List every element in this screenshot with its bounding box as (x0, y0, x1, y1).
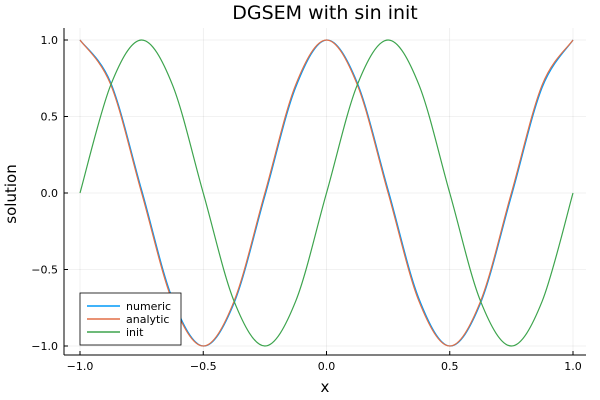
x-tick-label: 0.0 (318, 360, 336, 373)
series-lines (79, 39, 574, 347)
series-line-analytic (79, 39, 574, 347)
x-tick-label: −0.5 (190, 360, 217, 373)
x-axis-title: x (321, 378, 330, 396)
y-tick-label: −0.5 (31, 264, 58, 277)
axes (63, 28, 586, 356)
chart-title: DGSEM with sin init (232, 2, 418, 24)
x-tick-label: 1.0 (564, 360, 582, 373)
y-tick-label: 1.0 (41, 34, 59, 47)
y-axis-title: solution (2, 164, 20, 223)
x-tick-label: 0.5 (441, 360, 459, 373)
series-line-init (79, 39, 574, 347)
y-tick-label: −1.0 (31, 340, 58, 353)
tick-labels: −1.0 −0.5 0.0 0.5 1.0 −1.0 −0.5 0.0 0.5 1.0 (31, 34, 581, 373)
legend-label-analytic: analytic (126, 313, 169, 326)
x-tick-label: −1.0 (67, 360, 94, 373)
legend-label-init: init (126, 326, 144, 339)
legend-label-numeric: numeric (126, 300, 171, 313)
y-tick-label: 0.5 (41, 111, 59, 124)
y-tick-label: 0.0 (41, 187, 59, 200)
